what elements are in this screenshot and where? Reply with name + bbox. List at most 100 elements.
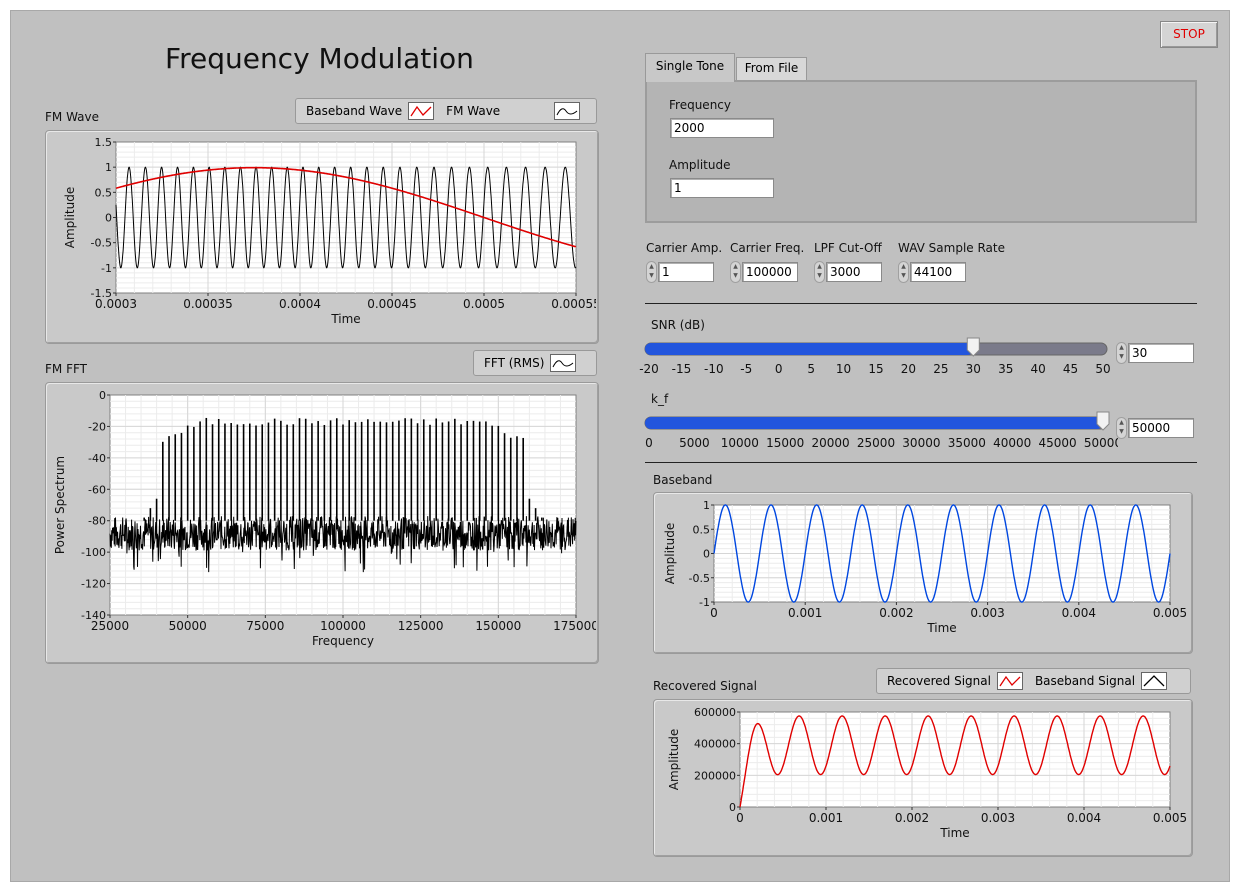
slider-tick-label: 10000	[721, 436, 759, 450]
y-tick-label: 600000	[694, 706, 736, 719]
frequency-input[interactable]: 2000	[670, 118, 774, 138]
y-tick-label: 0	[729, 801, 736, 814]
slider-tick-label: 35	[998, 362, 1013, 375]
divider	[645, 462, 1197, 463]
x-tick-label: 75000	[246, 619, 284, 633]
x-tick-label: 50000	[169, 619, 207, 633]
y-tick-label: -140	[81, 609, 106, 622]
baseband-plot[interactable]: 0 0.001 0.002 0.003 0.004 0.005 1 0.5 0 -0.5 -1 Tim…	[654, 493, 1190, 651]
slider-tick-label: 0	[775, 362, 783, 375]
fm-fft-label: FM FFT	[45, 362, 87, 376]
legend-swatch-red-icon[interactable]	[996, 672, 1023, 690]
fm-fft-legend[interactable]: FFT (RMS)	[473, 350, 597, 376]
carrier-freq-label: Carrier Freq.	[730, 241, 805, 255]
carrier-amp-label: Carrier Amp.	[646, 241, 723, 255]
x-tick-label: 150000	[475, 619, 521, 633]
legend-item-baseband-signal: Baseband Signal	[1034, 674, 1136, 688]
slider-tick-label: -20	[639, 362, 659, 375]
legend-swatch-black-icon[interactable]	[554, 102, 581, 120]
kf-input[interactable]: 50000	[1128, 418, 1194, 438]
y-tick-label: -1	[101, 262, 112, 275]
slider-tick-label: 50000	[1084, 436, 1118, 450]
x-axis-label: Time	[926, 621, 956, 635]
slider-thumb-icon	[966, 337, 980, 357]
y-tick-label: 400000	[694, 738, 736, 751]
slider-tick-label: 5000	[679, 436, 710, 450]
y-tick-label: -0.5	[91, 237, 112, 250]
tab-page-single-tone	[645, 80, 1197, 223]
legend-item-fm-wave: FM Wave	[446, 104, 501, 118]
carrier-freq-stepper-icon[interactable]: ▲ ▼	[730, 261, 741, 283]
y-tick-label: -100	[81, 546, 106, 559]
stop-button[interactable]: STOP	[1160, 21, 1218, 48]
y-tick-label: 1	[105, 161, 112, 174]
y-tick-label: -40	[88, 452, 106, 465]
lpf-cutoff-input[interactable]: 3000	[826, 262, 882, 282]
legend-swatch-red-icon[interactable]	[408, 102, 435, 120]
fm-wave-legend[interactable]: Baseband Wave FM Wave	[295, 98, 597, 124]
slider-tick-label: 15	[868, 362, 883, 375]
x-tick-label: 0.003	[970, 606, 1004, 620]
recovered-signal-graph: 0 0.001 0.002 0.003 0.004 0.005 600000 400000 20…	[653, 699, 1193, 857]
y-tick-label: 0.5	[693, 523, 711, 536]
slider-tick-label: 40	[1031, 362, 1046, 375]
y-tick-label: 1	[703, 499, 710, 512]
y-tick-label: -80	[88, 515, 106, 528]
slider-tick-label: -10	[704, 362, 724, 375]
fm-wave-plot[interactable]: 0.0003 0.00035 0.0004 0.00045 0.0005 0.00055 1…	[46, 131, 601, 341]
wav-sample-rate-input[interactable]: 44100	[910, 262, 966, 282]
y-tick-label: 200000	[694, 769, 736, 782]
x-tick-label: 0.005	[1153, 811, 1187, 825]
legend-swatch-black-icon[interactable]	[550, 354, 577, 372]
x-tick-label: 0.0005	[463, 297, 505, 311]
slider-tick-label: -5	[740, 362, 752, 375]
snr-slider[interactable]: -20 -15 -10 -5 0 5 10 15 20 25 30 35 40 45 50	[638, 330, 1118, 375]
fm-wave-label: FM Wave	[45, 110, 100, 124]
slider-fill	[645, 417, 1103, 429]
fm-wave-graph: 0.0003 0.00035 0.0004 0.00045 0.0005 0.00055 1…	[45, 130, 601, 344]
legend-item-baseband-wave: Baseband Wave	[306, 104, 403, 118]
x-axis-label: Time	[330, 312, 360, 326]
tab-single-tone[interactable]: Single Tone	[645, 53, 735, 82]
kf-stepper-icon[interactable]: ▲ ▼	[1116, 417, 1127, 439]
fft-noise-series	[109, 516, 577, 573]
x-tick-label: 0.0004	[279, 297, 321, 311]
snr-stepper-icon[interactable]: ▲ ▼	[1116, 342, 1127, 364]
slider-tick-label: 20	[901, 362, 916, 375]
y-axis-label: Amplitude	[63, 187, 77, 249]
carrier-freq-input[interactable]: 100000	[742, 262, 798, 282]
recovered-legend[interactable]: Recovered Signal Baseband Signal	[876, 668, 1191, 694]
x-tick-label: 0	[736, 811, 744, 825]
y-tick-label: 0.5	[95, 186, 113, 199]
carrier-amp-stepper-icon[interactable]: ▲ ▼	[646, 261, 657, 283]
slider-tick-label: 5	[807, 362, 815, 375]
lpf-cutoff-stepper-icon[interactable]: ▲ ▼	[814, 261, 825, 283]
baseband-label: Baseband	[653, 473, 713, 487]
recovered-signal-plot[interactable]: 0 0.001 0.002 0.003 0.004 0.005 600000 400000 20…	[654, 700, 1190, 854]
lpf-cutoff-label: LPF Cut-Off	[814, 241, 882, 255]
wav-sample-rate-stepper-icon[interactable]: ▲ ▼	[898, 261, 909, 283]
carrier-amp-input[interactable]: 1	[658, 262, 714, 282]
x-tick-label: 0.001	[788, 606, 822, 620]
kf-slider[interactable]: 0 5000 10000 15000 20000 25000 30000 35000 40000…	[638, 404, 1118, 452]
divider	[645, 303, 1197, 304]
y-axis-label: Amplitude	[667, 729, 681, 791]
slider-tick-label: 50	[1095, 362, 1110, 375]
amplitude-input[interactable]: 1	[670, 178, 774, 198]
slider-tick-label: 30	[966, 362, 981, 375]
y-axis-label: Amplitude	[663, 523, 677, 585]
x-tick-label: 0.003	[981, 811, 1015, 825]
baseband-wave-series	[115, 166, 577, 248]
x-tick-label: 0	[710, 606, 718, 620]
y-tick-label: -120	[81, 578, 106, 591]
legend-swatch-black-icon[interactable]	[1141, 672, 1168, 690]
x-tick-label: 100000	[320, 619, 366, 633]
fm-wave-series	[115, 166, 577, 269]
x-tick-label: 0.004	[1067, 811, 1101, 825]
snr-input[interactable]: 30	[1128, 343, 1194, 363]
y-tick-label: 0	[105, 212, 112, 225]
fm-fft-plot[interactable]: 25000 50000 75000 100000 125000 150000 175000 0…	[46, 383, 599, 661]
fm-fft-graph: 25000 50000 75000 100000 125000 150000 175000 0…	[45, 382, 599, 664]
x-tick-label: 0.002	[895, 811, 929, 825]
tab-from-file[interactable]: From File	[736, 57, 807, 80]
